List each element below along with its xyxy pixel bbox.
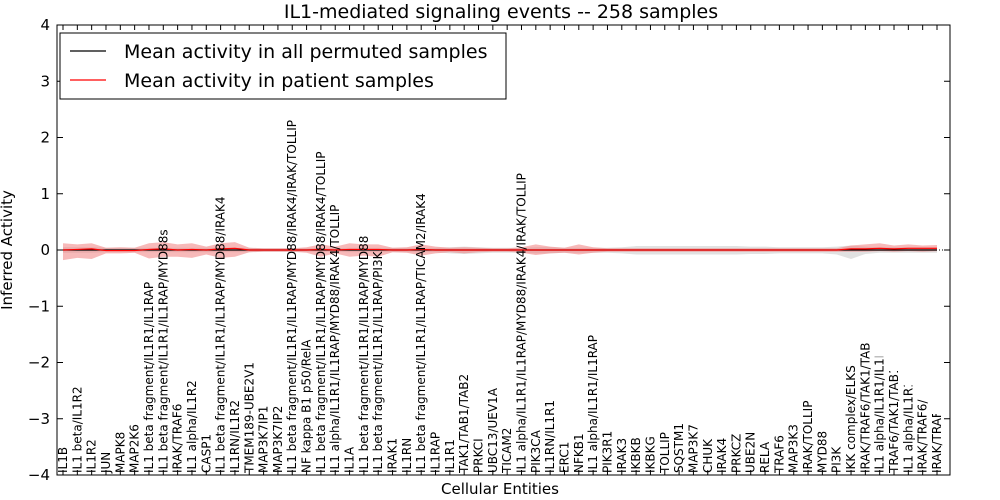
x-category-label: TRAF6/TAK1/TAB1/TAB2 <box>887 332 901 474</box>
x-category-label: IL1B <box>56 447 70 473</box>
x-category-label: IKK complex/ELKS <box>844 365 858 473</box>
x-category-label: NFKB1 <box>572 433 586 473</box>
chart-title: IL1-mediated signaling events -- 258 sam… <box>284 1 718 23</box>
x-category-label: IL1 beta fragment/IL1R1/IL1RAP <box>142 282 156 473</box>
x-category-label: MYD88 <box>815 431 829 473</box>
legend: Mean activity in all permuted samples Me… <box>59 32 507 100</box>
y-tick-label: 3 <box>40 72 50 90</box>
y-tick-label: −3 <box>28 410 50 428</box>
y-tick-label: 0 <box>40 241 50 259</box>
x-category-label: MAP3K7IP2 <box>271 406 285 473</box>
x-category-label: IL1RN/IL1R1 <box>543 400 557 473</box>
x-category-label: PIK3R1 <box>600 431 614 473</box>
x-category-label: IL1R1 <box>443 439 457 473</box>
x-category-label: IRAK3 <box>615 438 629 473</box>
x-category-label: IRAK/TRAF6 <box>171 404 185 473</box>
x-category-label: IL1 beta fragment/IL1R1/IL1RAP/MYD88/IRA… <box>285 120 299 473</box>
x-category-label: IL1 beta fragment/IL1R1/IL1RAP/PI3K <box>371 250 385 473</box>
x-category-label: IL1A <box>343 446 357 473</box>
x-category-label: IL1 alpha/IL1R1/IL1RAP/MYD88/IRAK4/TOLLI… <box>328 205 342 473</box>
x-category-label: IL1 beta fragment/IL1R1/IL1RAP/MYD88/IRA… <box>214 196 228 473</box>
x-axis-title: Cellular Entities <box>441 480 559 498</box>
x-category-label: IRAK4 <box>715 438 729 473</box>
x-category-label: IL1RAP <box>429 432 443 473</box>
x-category-label: PI3K <box>830 446 844 473</box>
x-category-label: IL1 alpha/IL1R1/IL1RAP/MYD88/IRAK4 <box>901 250 915 473</box>
x-category-label: IL1 beta fragment/IL1R1/IL1RAP/MYD88 <box>357 236 371 473</box>
y-tick-label: 2 <box>40 129 50 147</box>
y-tick-label: 1 <box>40 185 50 203</box>
x-category-label: TAK1/TAB1/TAB2 <box>457 374 471 474</box>
x-category-label: IL1 alpha/IL1R2 <box>185 380 199 473</box>
legend-label-permuted: Mean activity in all permuted samples <box>124 41 487 63</box>
x-category-label: MAP3K7IP1 <box>257 406 271 473</box>
x-category-label: IL1 beta fragment/IL1R1/IL1RAP/TICAM2/IR… <box>414 193 428 473</box>
x-category-label: IRAK1 <box>386 438 400 473</box>
x-category-label: IL1 beta fragment/IL1R1/IL1RAP/MYD88s <box>156 229 170 473</box>
x-category-label: UBE2N <box>744 432 758 473</box>
x-category-label: IRAK/TRAF6/MEKK3 <box>916 358 930 473</box>
x-category-label: IL1 alpha/IL1R1/IL1RAP <box>586 335 600 473</box>
x-category-label: IRAK/TOLLIP <box>801 401 815 473</box>
x-category-label: PRKCZ <box>729 434 743 473</box>
x-category-label: MAP2K6 <box>128 424 142 473</box>
x-category-label: CASP1 <box>199 434 213 473</box>
x-category-label: PRKCI <box>472 438 486 473</box>
x-category-label: MAPK8 <box>113 432 127 473</box>
x-category-label: IRAK/TRAF6/p62/Atypical PKCs <box>930 292 944 473</box>
y-tick-label: 4 <box>40 16 50 34</box>
x-category-label: IRAK/TRAF6/TAK1/TAB1/TAB2 <box>858 300 872 473</box>
y-tick-label: −1 <box>28 297 50 315</box>
y-tick-label: −4 <box>28 466 50 484</box>
x-category-label: SQSTM1 <box>672 423 686 473</box>
x-category-label: NF kappa B1 p50/RelA <box>300 339 314 473</box>
x-category-label: MAP3K7 <box>686 424 700 473</box>
legend-label-patient: Mean activity in patient samples <box>124 70 434 92</box>
x-category-label: IKBKB <box>629 437 643 473</box>
y-axis-title: Inferred Activity <box>0 190 16 310</box>
x-category-label: MAP3K3 <box>787 424 801 473</box>
series-line-patient <box>62 247 937 252</box>
x-category-label: TICAM2 <box>500 428 514 474</box>
x-category-label: IL1 beta fragment/IL1R1/IL1RAP/MYD88/IRA… <box>314 152 328 473</box>
legend-box <box>59 32 507 100</box>
x-category-label: TRAF6 <box>772 435 786 474</box>
x-category-label: ERC1 <box>557 442 571 473</box>
x-category-label: JUN <box>99 452 113 474</box>
y-tick-label: −2 <box>28 354 50 372</box>
x-category-label: TMEM189-UBE2V1 <box>242 362 256 474</box>
x-category-label: TOLLIP <box>658 432 672 474</box>
x-category-label: PIK3CA <box>529 429 543 473</box>
x-category-label: IL1 beta/IL1R2 <box>70 386 84 473</box>
x-category-label: IL1 alpha/IL1R1/IL1RAP/MYD88/IRAK4/IRAK/… <box>514 173 528 473</box>
x-category-label: IL1R2 <box>85 439 99 473</box>
band-patient <box>63 242 937 261</box>
x-category-label: IL1RN <box>400 438 414 473</box>
x-category-label: RELA <box>758 441 772 473</box>
x-category-label: UBC13/UEV1A <box>486 387 500 473</box>
x-category-label: IL1 alpha/IL1R1/IL1RAP/MYD88 <box>873 289 887 473</box>
x-category-label: IKBKG <box>643 436 657 473</box>
x-category-label: CHUK <box>701 438 715 473</box>
x-category-label: IL1RN/IL1R2 <box>228 400 242 473</box>
